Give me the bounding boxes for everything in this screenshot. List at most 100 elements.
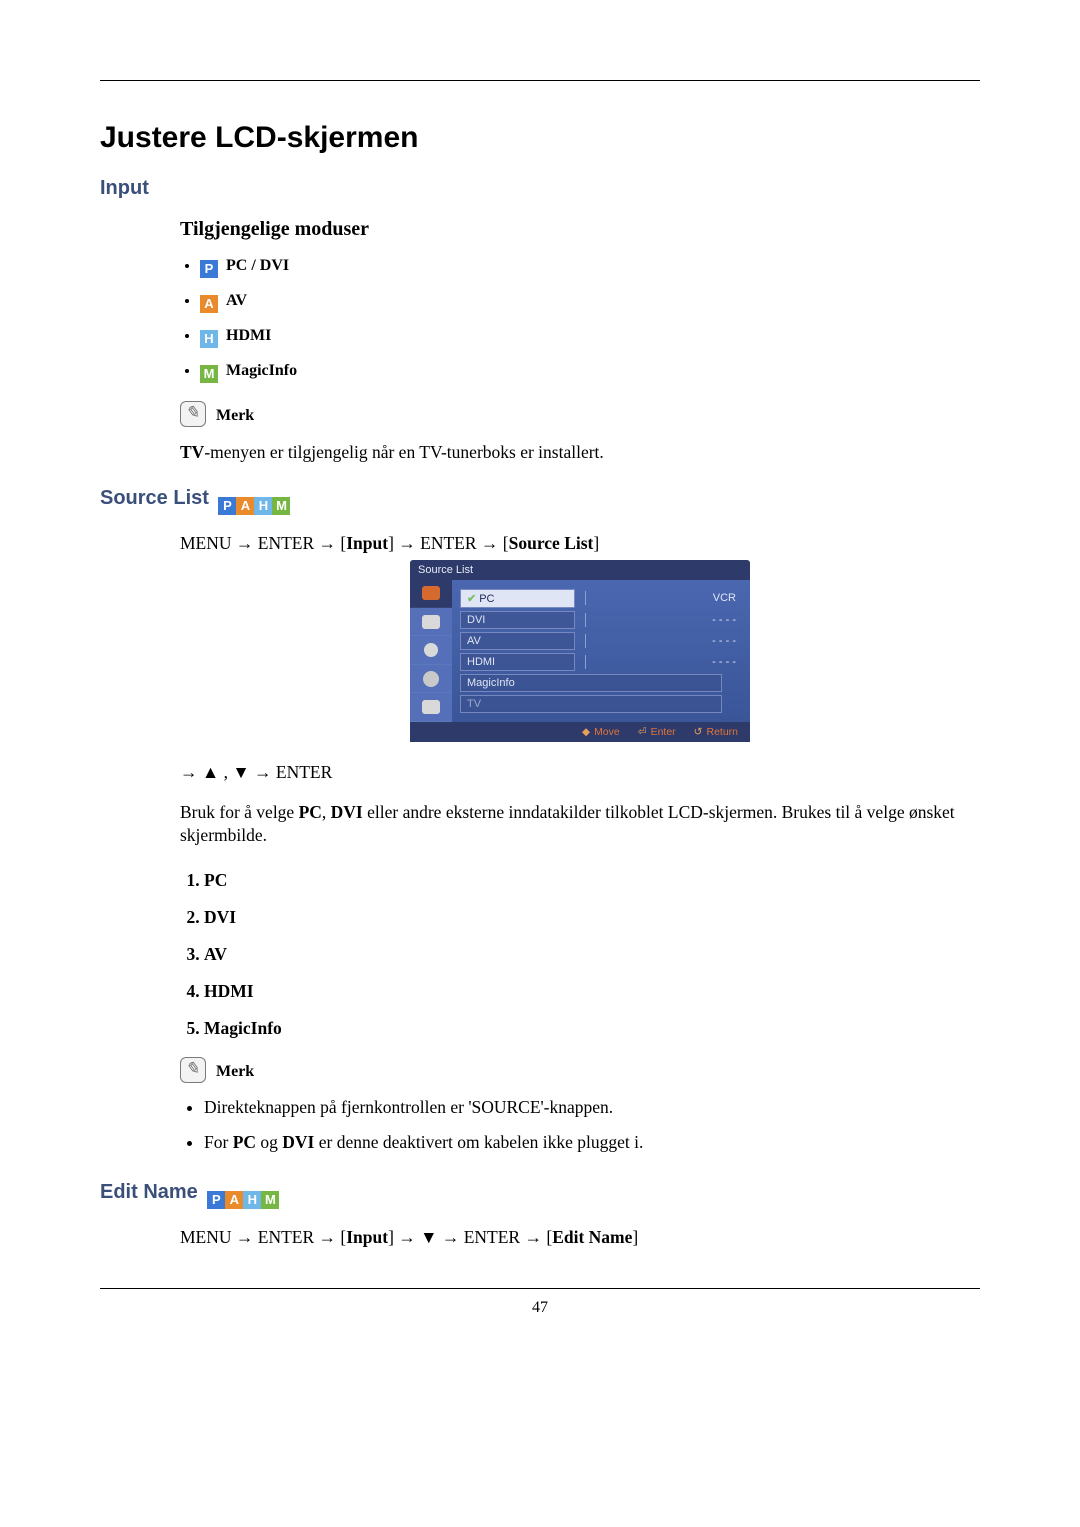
osd-footer-label: Enter <box>651 726 676 738</box>
note-icon <box>180 1057 206 1083</box>
path-seg: ] → ▼ → ENTER → [ <box>388 1227 552 1247</box>
h-icon: H <box>200 330 218 348</box>
osd-chip: MagicInfo <box>460 674 722 692</box>
osd-side-item <box>410 665 452 693</box>
p-icon: P <box>200 260 218 278</box>
osd-sep <box>585 634 586 648</box>
rule-bottom <box>100 1288 980 1289</box>
p-icon: P <box>207 1191 225 1209</box>
note-label: Merk <box>216 1063 254 1080</box>
list-item-label: MagicInfo <box>204 1018 282 1038</box>
editname-body: MENU → ENTER → [Input] → ▼ → ENTER → [Ed… <box>180 1227 980 1248</box>
modes-subtitle: Tilgjengelige moduser <box>180 218 980 241</box>
input-section-body: Tilgjengelige moduser P PC / DVI A AV H … <box>180 218 980 465</box>
osd-sep <box>585 613 586 627</box>
note-text-bold: TV <box>180 442 204 462</box>
osd-row: ✔PC VCR <box>460 589 742 608</box>
list-item: DVI <box>204 907 980 928</box>
path-bold: Input <box>346 533 388 553</box>
osd-sidebar <box>410 580 452 722</box>
osd-right-value: VCR <box>713 592 742 604</box>
page-number: 47 <box>100 1299 980 1317</box>
bullet-bold: DVI <box>282 1132 314 1152</box>
osd-row: TV <box>460 695 742 713</box>
menu-path: MENU → ENTER → [Input] → ▼ → ENTER → [Ed… <box>180 1227 980 1248</box>
osd-side-item <box>410 693 452 721</box>
list-item-label: HDMI <box>204 981 254 1001</box>
osd-right-value: - - - - <box>712 614 742 626</box>
a-icon: A <box>236 497 254 515</box>
mode-label: AV <box>226 292 247 309</box>
m-icon: M <box>272 497 290 515</box>
osd-row: DVI - - - - <box>460 611 742 629</box>
osd-side-item <box>410 636 452 664</box>
osd: Source List ✔PC VCR <box>410 560 750 742</box>
list-item: PC <box>204 870 980 891</box>
osd-chip-label: PC <box>479 593 494 605</box>
osd-titlebar: Source List <box>410 560 750 580</box>
return-icon: ↺ <box>694 726 703 738</box>
mode-item: P PC / DVI <box>200 257 980 278</box>
mode-label: MagicInfo <box>226 362 297 379</box>
list-item: AV <box>204 944 980 965</box>
body-seg: , <box>322 802 331 822</box>
numbered-list: PC DVI AV HDMI MagicInfo <box>180 870 980 1039</box>
path-seg: ] → ENTER → [ <box>388 533 509 553</box>
list-item-label: DVI <box>204 907 236 927</box>
list-item: For PC og DVI er denne deaktivert om kab… <box>204 1132 980 1153</box>
rule-top <box>100 80 980 81</box>
sourcelist-body: MENU → ENTER → [Input] → ENTER → [Source… <box>180 533 980 1153</box>
note-text: TV-menyen er tilgjengelig når en TV-tune… <box>180 441 980 465</box>
osd-row: MagicInfo <box>460 674 742 692</box>
list-item-label: AV <box>204 944 227 964</box>
note-block: Merk <box>180 401 980 427</box>
osd-footer-move: ◆ Move <box>582 726 620 738</box>
editname-heading-text: Edit Name <box>100 1181 198 1203</box>
page-title: Justere LCD-skjermen <box>100 121 980 155</box>
note-block: Merk <box>180 1057 980 1083</box>
move-icon: ◆ <box>582 726 590 738</box>
osd-footer-label: Return <box>706 726 738 738</box>
page: Justere LCD-skjermen Input Tilgjengelige… <box>0 0 1080 1527</box>
h-icon: H <box>243 1191 261 1209</box>
body-seg: Bruk for å velge <box>180 802 299 822</box>
path-seg: MENU → ENTER → [ <box>180 1227 346 1247</box>
badge-row: PAHM <box>218 490 290 515</box>
osd-sep <box>585 655 586 669</box>
osd-chip: AV <box>460 632 575 650</box>
osd-footer-return: ↺Return <box>694 726 738 738</box>
osd-row: HDMI - - - - <box>460 653 742 671</box>
osd-footer-label: Move <box>594 726 620 738</box>
osd-chip: HDMI <box>460 653 575 671</box>
list-item: MagicInfo <box>204 1018 980 1039</box>
m-icon: M <box>200 365 218 383</box>
osd-side-item <box>410 580 452 608</box>
osd-footer-enter: ⏎ Enter <box>638 726 676 738</box>
bullet-seg: og <box>256 1132 282 1152</box>
path-bold: Source List <box>509 533 594 553</box>
osd-body: ✔PC VCR DVI - - - - AV - - - - <box>410 580 750 722</box>
note-bullets: Direkteknappen på fjernkontrollen er 'SO… <box>180 1097 980 1153</box>
note-icon <box>180 401 206 427</box>
check-icon: ✔ <box>467 593 476 605</box>
osd-right-value: - - - - <box>712 656 742 668</box>
nav-line: → ▲ , ▼ → ENTER <box>180 762 980 783</box>
path-bold: Input <box>346 1227 388 1247</box>
osd-chip-active: ✔PC <box>460 589 575 608</box>
mode-item: M MagicInfo <box>200 362 980 383</box>
body-bold: DVI <box>331 802 363 822</box>
section-sourcelist-heading: Source List PAHM <box>100 487 980 515</box>
enter-icon: ⏎ <box>638 726 647 738</box>
sourcelist-heading-text: Source List <box>100 487 209 509</box>
bullet-seg: For <box>204 1132 233 1152</box>
path-bold: Edit Name <box>552 1227 632 1247</box>
m-icon: M <box>261 1191 279 1209</box>
path-seg: ] <box>593 533 599 553</box>
mode-label: PC / DVI <box>226 257 289 274</box>
mode-label: HDMI <box>226 327 271 344</box>
body-bold: PC <box>299 802 322 822</box>
mode-item: A AV <box>200 292 980 313</box>
osd-right-value: - - - - <box>712 635 742 647</box>
osd-footer: ◆ Move ⏎ Enter ↺Return <box>410 722 750 742</box>
section-input-heading: Input <box>100 177 980 200</box>
